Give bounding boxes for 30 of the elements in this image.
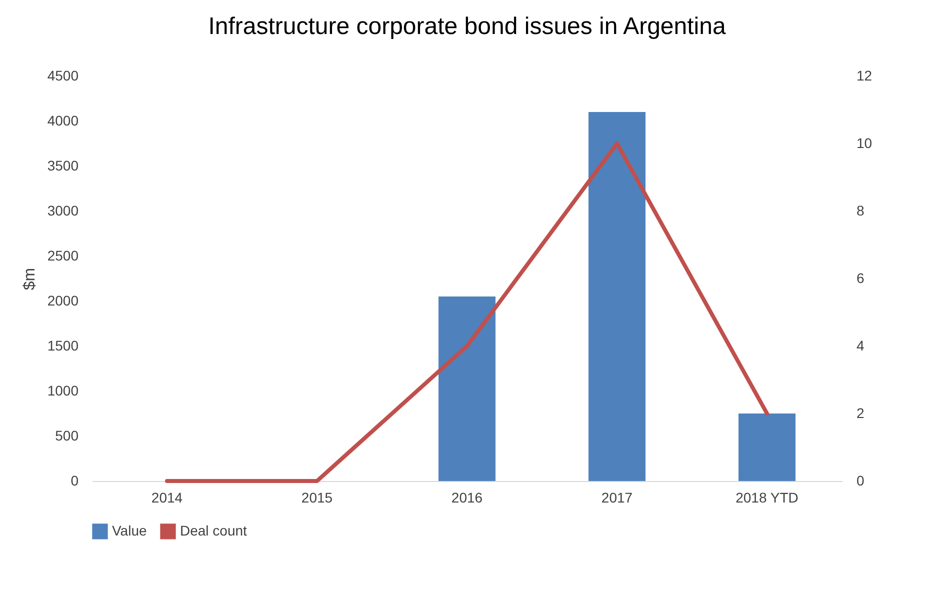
bar — [588, 112, 646, 481]
y-tick-label: 2500 — [47, 248, 79, 264]
y2-tick-label: 4 — [856, 338, 864, 354]
x-tick-label: 2016 — [451, 490, 483, 506]
x-tick-label: 2014 — [151, 490, 183, 506]
y-tick-label: 1000 — [47, 382, 79, 398]
y-tick-label: 3000 — [47, 202, 79, 218]
y2-tick-label: 2 — [856, 405, 864, 421]
legend-label: Value — [112, 522, 147, 538]
chart-title: Infrastructure corporate bond issues in Argentina — [208, 13, 726, 40]
bar — [738, 414, 796, 481]
y-axis-title: $m — [21, 268, 38, 290]
y-tick-label: 500 — [55, 428, 79, 444]
y-tick-label: 1500 — [47, 338, 79, 354]
y2-tick-label: 0 — [856, 472, 864, 488]
y-tick-label: 2000 — [47, 292, 79, 308]
y2-tick-label: 6 — [856, 270, 864, 286]
y-tick-label: 0 — [70, 472, 79, 488]
x-tick-label: 2015 — [301, 490, 333, 506]
y-tick-label: 4000 — [47, 112, 79, 128]
x-tick-label: 2017 — [601, 490, 633, 506]
x-tick-label: 2018 YTD — [736, 490, 798, 506]
bar — [438, 296, 496, 481]
legend-label: Deal count — [180, 522, 248, 538]
y2-tick-label: 10 — [856, 135, 872, 151]
line-series — [165, 142, 769, 483]
y2-tick-label: 8 — [856, 202, 864, 218]
y-tick-label: 4500 — [47, 68, 79, 84]
y-tick-label: 3500 — [47, 158, 79, 174]
y2-tick-label: 12 — [856, 68, 872, 84]
